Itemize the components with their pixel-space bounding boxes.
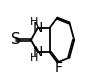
Text: F: F	[54, 61, 62, 75]
Text: S: S	[11, 32, 21, 48]
Text: H: H	[30, 17, 38, 27]
Text: N: N	[33, 45, 43, 59]
Text: H: H	[30, 53, 38, 63]
Text: N: N	[33, 21, 43, 35]
